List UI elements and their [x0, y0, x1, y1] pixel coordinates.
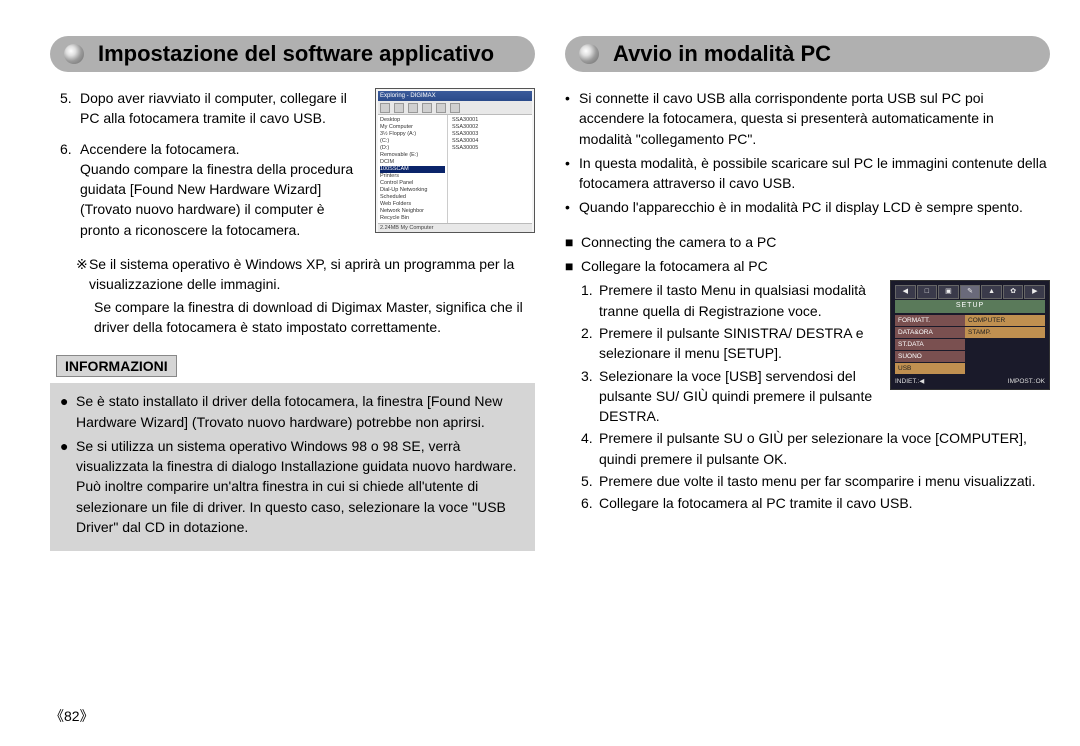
page-number: 《82》	[50, 706, 94, 726]
screenshot-statusbar: 2.24MB My Computer	[378, 223, 532, 232]
right-header: Avvio in modalità PC	[565, 36, 1050, 72]
screenshot-titlebar: Exploring - DIGIMAX	[378, 91, 532, 101]
substep-2: 2. Premere il pulsante SINISTRA/ DESTRA …	[581, 323, 880, 364]
info-item-2: ● Se si utilizza un sistema operativo Wi…	[60, 436, 525, 537]
left-header: Impostazione del software applicativo	[50, 36, 535, 72]
header-dot-icon	[579, 44, 599, 64]
note-text: Se il sistema operativo è Windows XP, si…	[89, 254, 535, 295]
substep-5: 5. Premere due volte il tasto menu per f…	[581, 471, 1050, 491]
bullet-2: • In questa modalità, è possibile scaric…	[565, 153, 1050, 194]
bullet-icon: •	[565, 197, 579, 217]
bullet-3: • Quando l'apparecchio è in modalità PC …	[565, 197, 1050, 217]
camera-back-label: INDIET.:◀	[895, 377, 924, 386]
left-title: Impostazione del software applicativo	[98, 41, 494, 67]
square-icon: ■	[565, 232, 581, 252]
right-title: Avvio in modalità PC	[613, 41, 831, 67]
square-bullet-1: ■ Connecting the camera to a PC	[565, 232, 1050, 252]
substep-4: 4. Premere il pulsante SU o GIÙ per sele…	[581, 428, 1050, 469]
bullet-icon: ●	[60, 391, 76, 432]
right-column: Avvio in modalità PC • Si connette il ca…	[565, 36, 1050, 557]
bullet-text: Si connette il cavo USB alla corrisponde…	[579, 88, 1050, 149]
camera-menu: FORMATT.COMPUTER DATA&ORASTAMP. ST.DATA …	[895, 315, 1045, 374]
step-num: 6.	[60, 139, 80, 240]
camera-set-label: IMPOST.:OK	[1008, 377, 1045, 386]
explorer-screenshot: Exploring - DIGIMAX Desktop My Computer …	[375, 88, 535, 233]
square-bullet-2: ■ Collegare la fotocamera al PC	[565, 256, 1050, 276]
sq-text: Collegare la fotocamera al PC	[581, 256, 768, 276]
camera-setup-label: SETUP	[895, 300, 1045, 312]
note-2: Se compare la finestra di download di Di…	[94, 297, 535, 338]
bullet-icon: ●	[60, 436, 76, 537]
bullet-icon: •	[565, 153, 579, 194]
note-1: ※ Se il sistema operativo è Windows XP, …	[76, 254, 535, 295]
bullet-icon: •	[565, 88, 579, 149]
info-box: INFORMAZIONI ● Se è stato installato il …	[50, 355, 535, 557]
info-text: Se è stato installato il driver della fo…	[76, 391, 525, 432]
step-num: 5.	[60, 88, 80, 129]
bullet-1: • Si connette il cavo USB alla corrispon…	[565, 88, 1050, 149]
step-content: Dopo aver riavviato il computer, collega…	[80, 88, 365, 129]
screenshot-toolbar	[378, 101, 532, 115]
sq-text: Connecting the camera to a PC	[581, 232, 776, 252]
screenshot-tree: Desktop My Computer 3½ Floppy (A:) (C:) …	[378, 115, 448, 223]
info-label: INFORMAZIONI	[56, 355, 177, 377]
step-content: Quando compare la finestra della procedu…	[80, 159, 365, 240]
step-6: 6. Accendere la fotocamera. Quando compa…	[60, 139, 365, 240]
camera-tabs: ◀□▣ ✎ ▲✿▶	[895, 285, 1045, 299]
substep-3: 3. Selezionare la voce [USB] servendosi …	[581, 366, 880, 427]
screenshot-filelist: SSA30001 SSA30002 SSA30003 SSA30004 SSA3…	[448, 115, 532, 223]
left-column: Impostazione del software applicativo 5.…	[50, 36, 535, 557]
square-icon: ■	[565, 256, 581, 276]
info-text: Se si utilizza un sistema operativo Wind…	[76, 436, 525, 537]
header-dot-icon	[64, 44, 84, 64]
bullet-text: Quando l'apparecchio è in modalità PC il…	[579, 197, 1023, 217]
substep-6: 6. Collegare la fotocamera al PC tramite…	[581, 493, 1050, 513]
step-5: 5. Dopo aver riavviato il computer, coll…	[60, 88, 365, 129]
info-item-1: ● Se è stato installato il driver della …	[60, 391, 525, 432]
note-symbol: ※	[76, 254, 89, 295]
bullet-text: In questa modalità, è possibile scaricar…	[579, 153, 1050, 194]
step-content: Accendere la fotocamera.	[80, 139, 365, 159]
camera-lcd-screenshot: ◀□▣ ✎ ▲✿▶ SETUP FORMATT.COMPUTER DATA&OR…	[890, 280, 1050, 390]
substep-1: 1. Premere il tasto Menu in qualsiasi mo…	[581, 280, 880, 321]
